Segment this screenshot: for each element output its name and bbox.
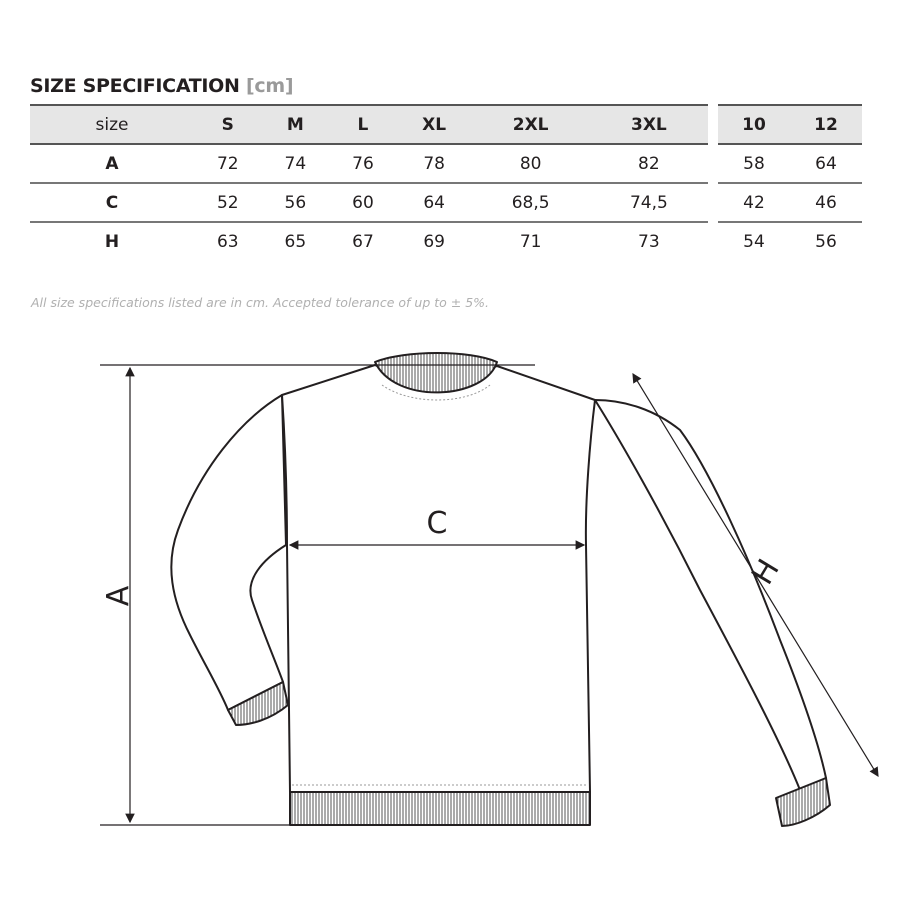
neck-rib: [374, 352, 498, 394]
header-12: 12: [790, 104, 862, 145]
right-sleeve: [594, 399, 827, 791]
cell: 60: [352, 192, 374, 213]
cell: 73: [638, 231, 660, 252]
cell: 74,5: [629, 192, 668, 213]
table-row: H 63 65 67 69 71 73: [30, 222, 708, 260]
table-row: C 52 56 60 64 68,5 74,5: [30, 183, 708, 222]
hem-rib: [289, 791, 591, 826]
cell: 82: [638, 153, 660, 174]
title-text: SIZE SPECIFICATION: [30, 75, 240, 97]
cell: 71: [519, 231, 542, 252]
cell: 69: [423, 231, 445, 252]
tolerance-note: All size specifications listed are in cm…: [31, 295, 490, 310]
kids-size-table: 10 12 58 64 42 46 54 56: [718, 104, 862, 260]
dimension-h-line: [632, 372, 879, 778]
table-header-row: size S M L XL 2XL 3XL: [30, 104, 708, 145]
adult-size-table: size S M L XL 2XL 3XL A 72 74 76 78 80 8…: [30, 104, 708, 260]
cell: 42: [743, 192, 765, 213]
cell: 72: [216, 153, 239, 174]
header-xl: XL: [396, 104, 472, 145]
cell: 65: [284, 231, 307, 252]
cell: 76: [352, 153, 374, 174]
table-row: 58 64: [718, 144, 862, 183]
table-row: A 72 74 76 78 80 82: [30, 144, 708, 183]
row-label: C: [105, 192, 119, 213]
left-sleeve: [170, 394, 287, 711]
title-unit: [cm]: [245, 75, 294, 97]
header-m: M: [261, 104, 330, 145]
cell: 74: [284, 153, 307, 174]
label-c: C: [427, 506, 448, 541]
table-row: 54 56: [718, 222, 862, 260]
cell: 46: [815, 192, 837, 213]
table-row: 42 46: [718, 183, 862, 222]
header-2xl: 2XL: [471, 104, 590, 145]
cell: 80: [519, 153, 542, 174]
cell: 58: [743, 153, 765, 174]
cell: 64: [423, 192, 445, 213]
header-s: S: [194, 104, 262, 145]
table-header-row: 10 12: [718, 104, 862, 145]
header-l: L: [329, 104, 397, 145]
header-3xl: 3XL: [589, 104, 708, 145]
body: [281, 364, 596, 793]
header-10: 10: [718, 104, 790, 145]
row-label: H: [104, 231, 120, 252]
cell: 64: [815, 153, 837, 174]
header-size: size: [30, 104, 194, 145]
label-a: A: [101, 585, 136, 606]
cell: 56: [815, 231, 837, 252]
cell: 67: [352, 231, 374, 252]
cell: 68,5: [511, 192, 550, 213]
cell: 56: [284, 192, 307, 213]
cell: 78: [423, 153, 445, 174]
cell: 54: [743, 231, 765, 252]
row-label: A: [105, 153, 119, 174]
right-cuff: [775, 777, 831, 827]
cell: 52: [216, 192, 239, 213]
cell: 63: [216, 231, 239, 252]
left-cuff: [227, 681, 289, 726]
page-title: SIZE SPECIFICATION [cm]: [30, 75, 294, 97]
